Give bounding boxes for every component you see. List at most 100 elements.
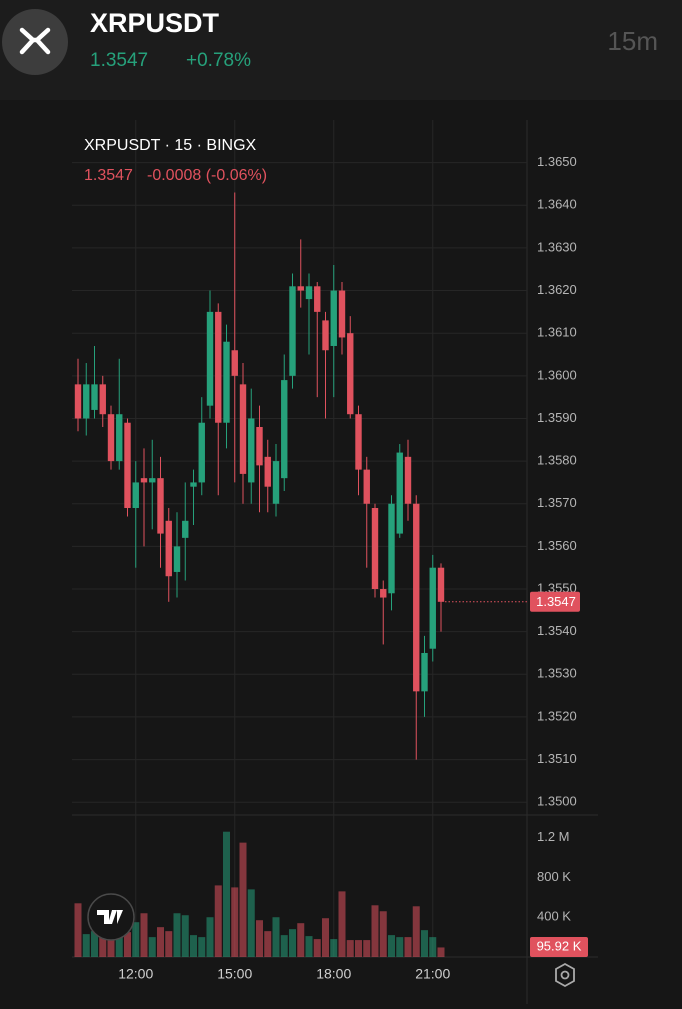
volume-bar: [247, 889, 255, 957]
candle-body: [330, 290, 337, 346]
header-bg: [0, 0, 682, 100]
volume-bar: [132, 922, 140, 957]
volume-bar: [305, 936, 313, 957]
price: 1.3547: [90, 50, 148, 71]
candle-body: [256, 426, 263, 466]
volume-bar: [297, 923, 305, 957]
candle-body: [281, 380, 288, 479]
candle-body: [322, 320, 329, 351]
candle-body: [404, 456, 412, 504]
candle-body: [132, 482, 139, 509]
volume-bar: [272, 917, 280, 957]
candle-body: [380, 589, 387, 598]
candle-body: [363, 469, 370, 504]
settings-icon[interactable]: [555, 962, 575, 988]
last-price-label: 1.3547: [536, 594, 576, 609]
y-tick-label: 1.3500: [537, 794, 577, 809]
candle-body: [371, 508, 379, 590]
logo-glyph: [19, 27, 51, 55]
y-tick-label: 1.3650: [537, 154, 577, 169]
candle-body: [437, 567, 445, 602]
plot: 1.35001.35101.35201.35301.35401.35501.35…: [72, 120, 588, 982]
interval[interactable]: 15m: [607, 26, 658, 56]
y-tick-label: 1.3540: [537, 623, 577, 638]
candle-body: [140, 478, 148, 483]
chart-title: XRPUSDT · 15 · BINGX: [84, 137, 257, 154]
x-tick-label: 15:00: [217, 966, 252, 982]
volume-bar: [214, 885, 222, 957]
candle-body: [124, 422, 131, 509]
volume-bar: [355, 940, 362, 957]
volume-bar: [190, 935, 197, 957]
x-tick-label: 18:00: [316, 966, 351, 982]
volume-tag-label: 95.92 K: [537, 938, 582, 953]
y-tick-label: 1.3510: [537, 751, 577, 766]
settings-dot: [560, 970, 570, 980]
y-tick-label: 1.3640: [537, 197, 577, 212]
candle-body: [74, 384, 82, 419]
candle-body: [248, 418, 255, 483]
candle-body: [182, 520, 189, 538]
candle-body: [206, 311, 214, 406]
volume-bar: [330, 939, 338, 957]
legend-change: -0.0008 (-0.06%): [147, 167, 267, 184]
volume-bar: [165, 931, 173, 957]
volume-bar: [231, 887, 239, 957]
candle-body: [314, 286, 321, 312]
symbol: XRPUSDT: [90, 8, 220, 38]
volume-bar: [421, 930, 428, 957]
volume-bar: [181, 915, 189, 957]
candle-body: [198, 422, 205, 483]
x-tick-label: 21:00: [415, 966, 450, 982]
volume-bar: [429, 937, 437, 957]
volume-bar: [289, 929, 296, 957]
y-tick-label: 1.3520: [537, 708, 577, 723]
candle-body: [355, 414, 362, 470]
settings-hex: [555, 962, 575, 988]
candle-body: [388, 503, 395, 594]
volume-bar: [363, 940, 371, 957]
candle-body: [215, 311, 222, 423]
y-tick-label: 1.3610: [537, 325, 577, 340]
volume-bar: [256, 920, 263, 957]
volume-bar: [124, 932, 131, 957]
volume-bar: [437, 947, 445, 957]
candle-body: [223, 341, 230, 423]
y-tick-label: 1.3600: [537, 367, 577, 382]
change: +0.78%: [186, 50, 251, 71]
candle-body: [421, 652, 428, 692]
candle-body: [157, 478, 164, 534]
volume-bar: [404, 937, 412, 957]
tv-glyph: [97, 910, 123, 924]
y-tick-label: 1.3560: [537, 538, 577, 553]
y-tick-label: 1.3550: [537, 580, 577, 595]
last-price-tag: [530, 591, 580, 612]
volume-bar: [198, 937, 206, 957]
volume-bar: [206, 917, 214, 957]
volume-bar: [338, 891, 346, 957]
volume-bar: [396, 937, 404, 957]
volume-bar: [115, 930, 123, 957]
volume-bar: [280, 935, 288, 957]
legend-price: 1.3547: [84, 167, 133, 184]
candle-body: [231, 350, 238, 376]
candle-body: [429, 567, 436, 649]
y-tick-label: 1.3530: [537, 666, 577, 681]
candle-body: [91, 384, 98, 410]
volume-bar: [379, 911, 387, 957]
volume-bar: [223, 831, 230, 957]
candle-body: [396, 452, 403, 534]
y-tick-label: 1.3630: [537, 239, 577, 254]
candle-body: [116, 414, 123, 462]
volume-bar: [91, 931, 98, 957]
volume-bar: [107, 934, 115, 957]
volume-bar: [140, 913, 148, 957]
candle-body: [347, 333, 354, 415]
volume-bar: [173, 913, 181, 957]
candle-body: [149, 478, 156, 483]
candle-body: [289, 286, 296, 376]
candle-body: [190, 482, 197, 487]
y-tick-label: 1.3570: [537, 495, 577, 510]
y-tick-label: 1.3590: [537, 410, 577, 425]
